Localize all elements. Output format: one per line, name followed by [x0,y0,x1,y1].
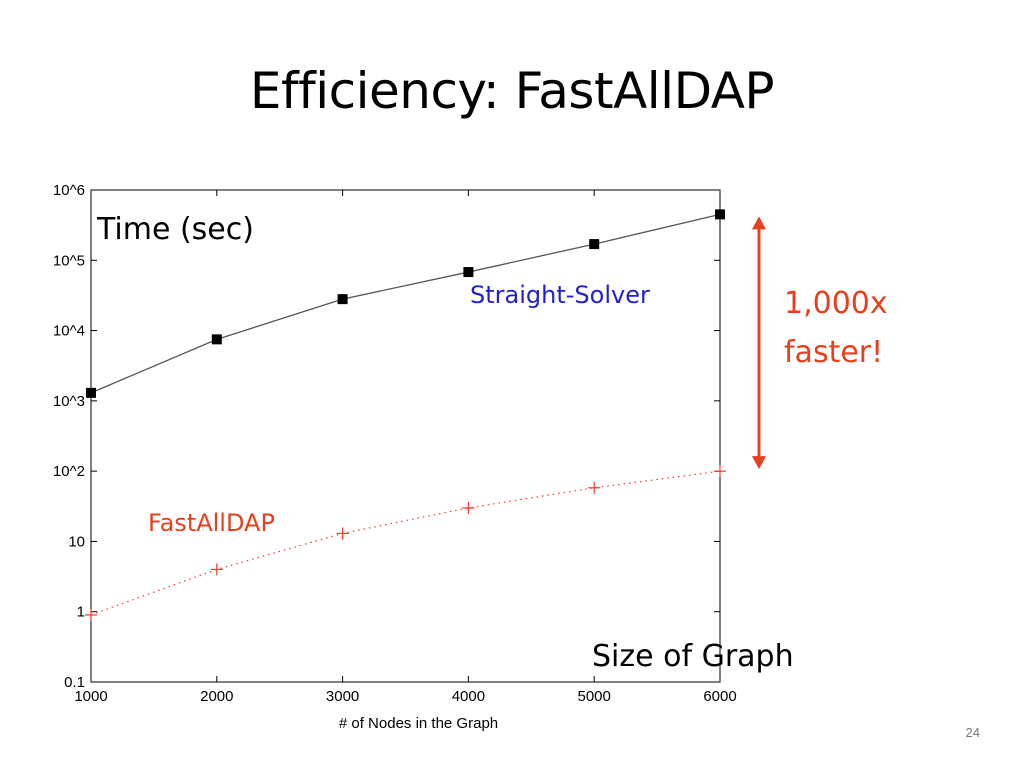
plot-frame [90,189,721,683]
y-tick-label: 10^3 [53,393,85,410]
y-tick-label: 10^2 [53,463,85,480]
y-tick-label: 10^4 [53,323,85,340]
arrow-head-up [752,216,766,230]
series-1 [85,465,726,621]
page-number: 24 [965,725,980,740]
data-point [589,239,600,250]
arrow-head-down [752,456,766,470]
speedup-text-line2: faster! [784,335,883,370]
data-point [588,481,601,494]
x-tick-label: 6000 [703,688,736,705]
axes: 1000 2000 3000 4000 5000 6000 0.1 1 10 10^2 10^3 10… [53,182,737,732]
straight-solver-label: Straight-Solver [470,281,650,309]
data-point [337,294,348,305]
y-tick-label: 0.1 [64,674,85,691]
data-point [85,608,97,621]
y-tick-label: 10^5 [53,252,85,269]
y-tick-label: 10 [68,533,85,550]
x-tick-label: 5000 [578,688,611,705]
x-axis-label: # of Nodes in the Graph [339,715,498,732]
x-axis-note: Size of Graph [592,639,794,674]
data-point [86,387,96,398]
y-tick-label: 1 [77,604,85,621]
data-point [715,209,725,220]
data-point [463,267,474,278]
annotations: Time (sec) Size of Graph Straight-Solver… [96,212,888,674]
series-0 [86,209,725,398]
series-line [90,470,721,616]
fastalldap-label: FastAllDAP [148,509,275,537]
data-point [462,501,475,514]
series-line [90,213,721,394]
speedup-text-line1: 1,000x [784,286,888,321]
data-point [210,563,223,576]
series-group [85,209,726,621]
data-point [714,465,726,478]
x-tick-label: 4000 [452,688,485,705]
y-tick-label: 10^6 [53,182,85,199]
x-tick-label: 1000 [74,688,107,705]
slide-title: Efficiency: FastAllDAP [249,62,775,120]
x-tick-label: 2000 [200,688,233,705]
speedup-arrow [752,216,766,470]
y-axis-note: Time (sec) [96,212,254,247]
x-tick-label: 3000 [326,688,359,705]
data-point [211,334,222,345]
data-point [336,527,349,540]
